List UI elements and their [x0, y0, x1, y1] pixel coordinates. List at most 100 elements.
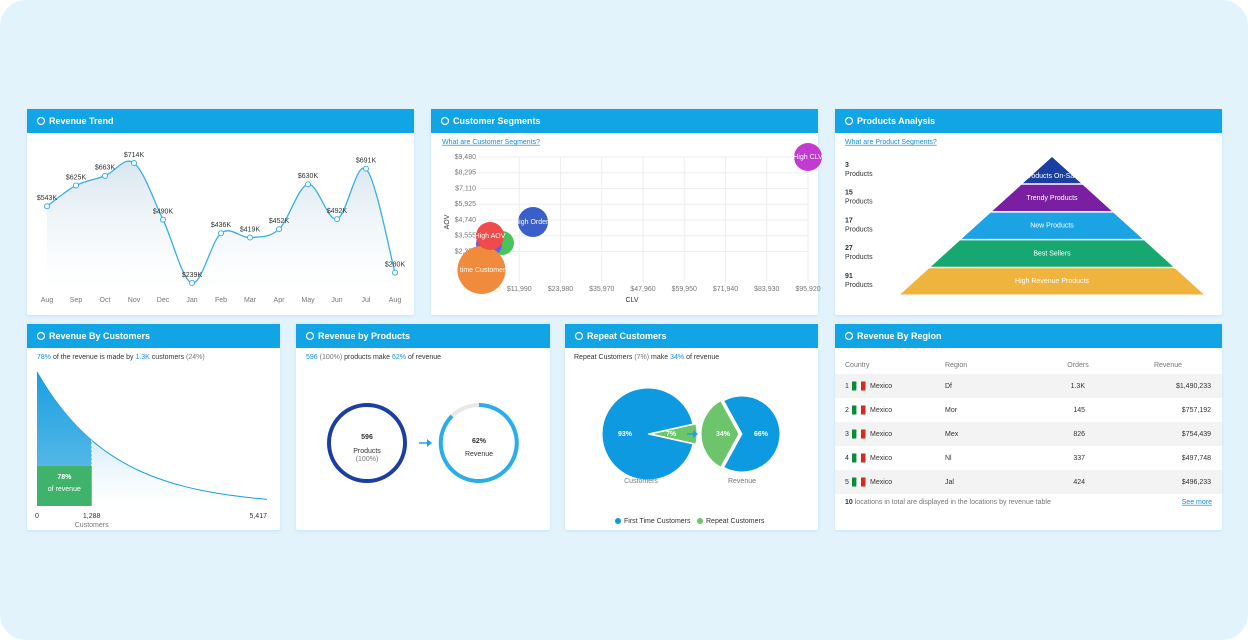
flag — [861, 405, 866, 415]
row-background — [835, 422, 1222, 446]
table-header: Orders — [1067, 362, 1089, 369]
panel-header — [27, 109, 414, 133]
flag — [856, 381, 862, 391]
pie-value-label: 7% — [666, 431, 677, 438]
see-more-link[interactable]: See more — [1182, 499, 1212, 506]
y-tick-label: $9,480 — [455, 154, 477, 161]
panel-header — [27, 324, 280, 348]
pie-value-label: 66% — [754, 431, 769, 438]
x-tick-label: Feb — [215, 297, 227, 304]
flag — [852, 477, 857, 487]
panel-header — [565, 324, 818, 348]
revenue-label: Revenue — [465, 451, 493, 458]
flag — [856, 429, 862, 439]
pie-label: Customers — [624, 478, 658, 485]
x-tick-label: $59,950 — [672, 286, 697, 293]
panel-icon — [574, 331, 584, 341]
pie-slice — [601, 387, 694, 481]
flag — [852, 405, 857, 415]
summary-part: (100%) — [318, 354, 343, 361]
layer-label: Trendy Products — [1026, 195, 1078, 202]
x-tick-label: $35,970 — [589, 286, 614, 293]
cell: Mexico — [870, 383, 892, 390]
x-tick-label: 0 — [35, 513, 39, 520]
panel-title: Revenue By Region — [857, 331, 942, 341]
funnel-layer — [961, 212, 1143, 239]
layer-label: Best Sellers — [1033, 250, 1071, 257]
cell: Df — [945, 383, 952, 390]
data-label: $630K — [298, 173, 319, 180]
line-point — [44, 203, 50, 210]
panel-icon — [844, 331, 854, 341]
data-label: $280K — [385, 261, 406, 268]
cell: $1,490,233 — [1176, 383, 1211, 390]
panel-header — [431, 109, 818, 133]
area — [37, 372, 267, 506]
summary: 596 (100%) products make 62% of revenue — [306, 354, 441, 361]
line-point — [189, 280, 195, 286]
legend-label: First Time Customers — [624, 518, 691, 525]
summary-part: 34% — [670, 354, 684, 361]
layer-label: Products On-Sale — [1024, 173, 1079, 180]
x-tick-label: Apr — [274, 297, 286, 304]
cell: Mor — [945, 407, 958, 414]
flag — [856, 453, 862, 463]
line-area — [47, 161, 395, 290]
x-tick-label: $95,920 — [795, 286, 820, 293]
x-tick-label: $83,930 — [754, 286, 779, 293]
data-label: $436K — [211, 222, 232, 229]
cell: $754,439 — [1182, 431, 1211, 438]
area-line — [36, 371, 268, 500]
legend-swatch — [615, 518, 621, 524]
x-tick-label: $23,980 — [548, 286, 573, 293]
panel-icon — [36, 116, 46, 126]
y-axis-label: AOV — [444, 214, 451, 229]
x-axis-label: CLV — [625, 297, 638, 304]
line-point — [363, 165, 369, 172]
panel-title: Revenue by Products — [318, 331, 410, 341]
y-tick-label: $3,555 — [455, 233, 477, 240]
layer-label: New Products — [1030, 223, 1074, 230]
cell: 424 — [1073, 479, 1085, 486]
layer-value: 15 — [845, 190, 853, 197]
bubble — [518, 206, 549, 237]
summary-part: 78% — [37, 354, 51, 361]
x-axis-label: Customers — [75, 522, 109, 529]
summary-part: of revenue — [684, 354, 719, 361]
y-tick-label: $4,740 — [455, 217, 477, 224]
row-background — [835, 374, 1222, 398]
summary-part: (24%) — [186, 354, 205, 361]
cell: Mexico — [870, 431, 892, 438]
panel-title: Repeat Customers — [587, 331, 667, 341]
line-point — [218, 230, 224, 237]
cell: 145 — [1073, 407, 1085, 414]
summary-part: customers — [150, 354, 186, 361]
cell: 826 — [1073, 431, 1085, 438]
line-point — [160, 216, 166, 223]
data-label: $452K — [269, 218, 290, 225]
panel-icon — [844, 116, 854, 126]
line-point — [305, 181, 311, 188]
x-tick-label: Jul — [362, 297, 371, 304]
flag — [861, 477, 866, 487]
data-label: $625K — [66, 174, 87, 181]
flag — [852, 453, 857, 463]
layer-value: 3 — [845, 162, 849, 169]
panel-icon — [440, 116, 450, 126]
line-point — [102, 172, 108, 179]
summary-part: 62% — [392, 354, 406, 361]
pie-slice — [723, 395, 781, 473]
y-tick-label: $2,370 — [455, 248, 477, 255]
link: What are Customer Segments? — [442, 139, 540, 146]
row-number: 3 — [845, 431, 849, 438]
products-share: (100%) — [356, 456, 379, 463]
panel-icon — [305, 331, 315, 341]
data-label: $492K — [327, 208, 348, 215]
line-point — [334, 216, 340, 223]
data-label: $419K — [240, 226, 261, 233]
x-tick-label: May — [301, 297, 315, 304]
bubble-label: High Orders — [514, 219, 552, 226]
cell: 1.3K — [1071, 383, 1086, 390]
summary-part: of revenue — [406, 354, 441, 361]
